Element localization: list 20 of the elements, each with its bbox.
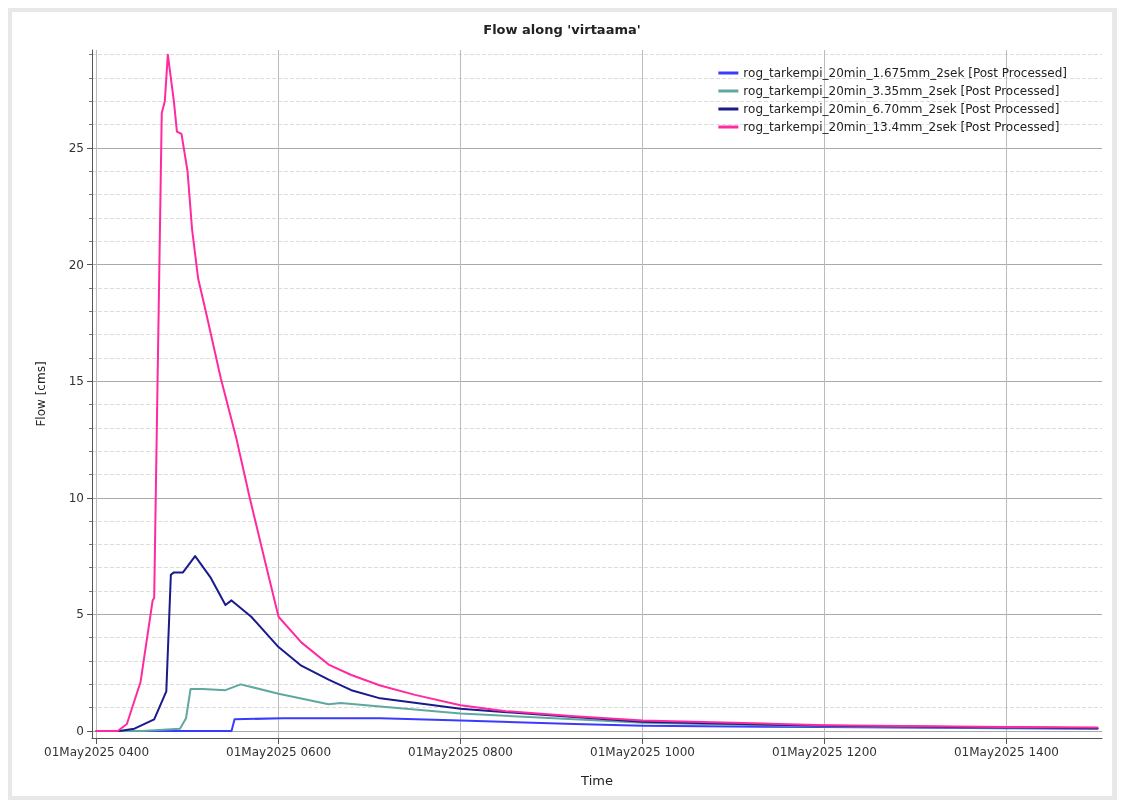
y-tick-label: 5	[76, 607, 84, 622]
x-axis-title: Time	[580, 773, 613, 788]
chart-title: Flow along 'virtaama'	[483, 22, 641, 37]
x-tick-label: 01May2025 0800	[408, 745, 514, 759]
x-tick-label: 01May2025 0400	[44, 745, 150, 759]
x-tick-label: 01May2025 1000	[590, 745, 695, 759]
y-axis-title: Flow [cms]	[34, 361, 48, 427]
legend-label: rog_tarkempi_20min_3.35mm_2sek [Post Processed]	[743, 84, 1060, 98]
y-tick-label: 25	[68, 140, 84, 155]
legend-label: rog_tarkempi_20min_6.70mm_2sek [Post Processed]	[743, 102, 1060, 116]
legend-label: rog_tarkempi_20min_13.4mm_2sek [Post Processed]	[743, 120, 1060, 134]
legend-label: rog_tarkempi_20min_1.675mm_2sek [Post Processed]	[743, 66, 1067, 80]
x-tick-label: 01May2025 1200	[771, 745, 877, 759]
y-tick-label: 15	[68, 374, 84, 389]
y-tick-label: 20	[68, 257, 84, 272]
y-tick-label: 0	[76, 724, 84, 738]
x-tick-label: 01May2025 0600	[226, 745, 332, 759]
y-tick-label: 10	[68, 490, 84, 505]
line-series	[95, 53, 1099, 732]
x-tick-label: 01May2025 1400	[953, 745, 1059, 759]
